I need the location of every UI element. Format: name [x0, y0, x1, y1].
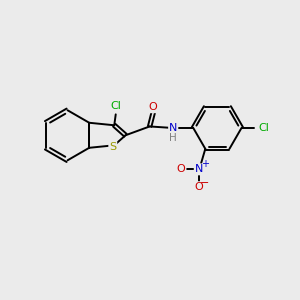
Text: N: N: [195, 164, 203, 174]
Text: −: −: [200, 178, 209, 188]
Text: N: N: [169, 123, 177, 133]
Text: H: H: [169, 133, 177, 143]
Text: O: O: [194, 182, 203, 192]
Text: S: S: [109, 142, 116, 152]
Text: Cl: Cl: [110, 100, 121, 110]
Text: O: O: [177, 164, 185, 174]
Text: O: O: [149, 102, 158, 112]
Text: Cl: Cl: [258, 123, 269, 133]
Text: +: +: [201, 158, 209, 169]
